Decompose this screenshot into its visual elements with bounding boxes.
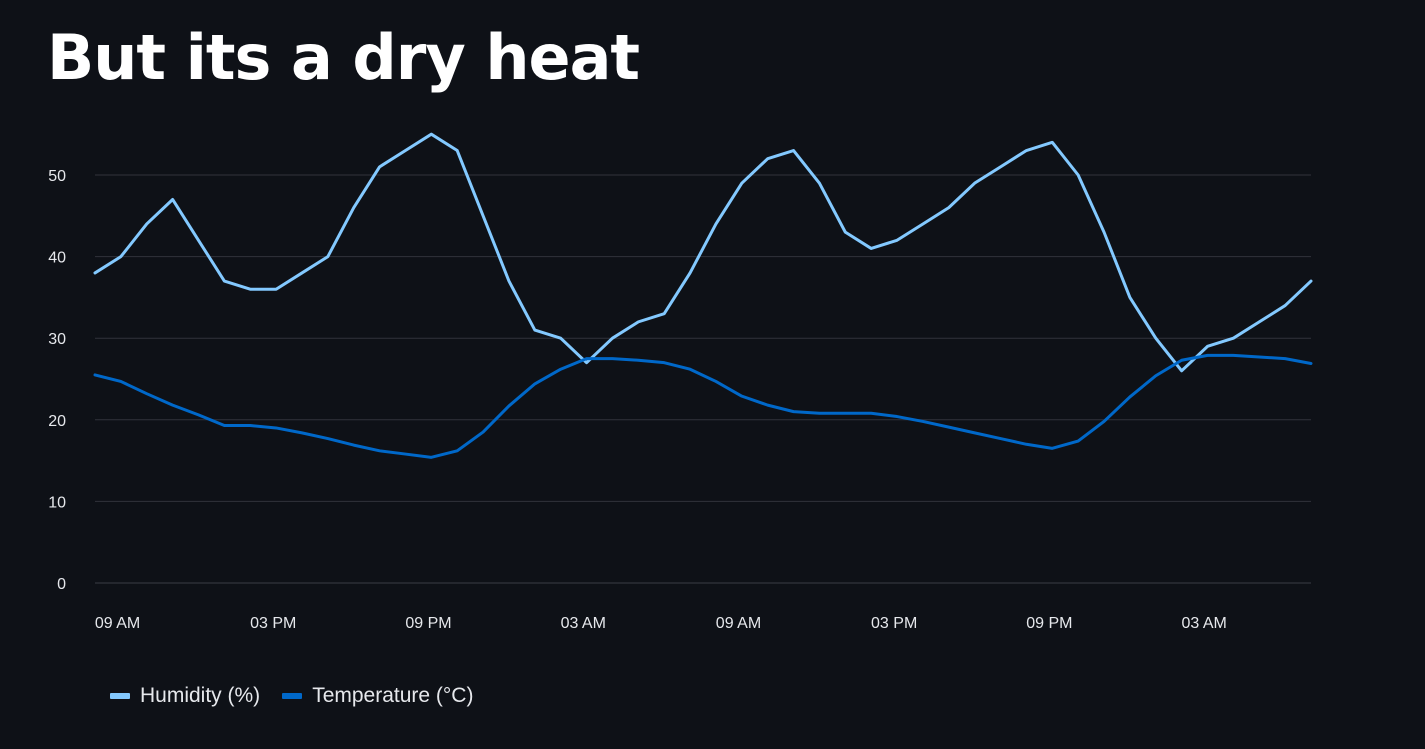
y-axis-ticks: 0 10 20 30 40 50 <box>48 168 66 593</box>
series-lines <box>93 132 1313 459</box>
x-tick-label: 03 AM <box>561 615 606 632</box>
y-tick-label: 40 <box>48 250 66 267</box>
legend: Humidity (%) Temperature (°C) <box>110 684 495 708</box>
legend-label: Temperature (°C) <box>312 684 474 707</box>
legend-swatch <box>282 693 303 699</box>
y-tick-label: 0 <box>57 576 66 593</box>
x-tick-label: 09 AM <box>716 615 761 632</box>
y-tick-label: 10 <box>48 494 66 511</box>
y-tick-label: 50 <box>48 168 66 185</box>
x-tick-label: 09 PM <box>1026 615 1072 632</box>
x-tick-label: 03 PM <box>250 615 296 632</box>
series-line-humidity[interactable] <box>93 132 1313 373</box>
y-tick-label: 20 <box>48 413 66 430</box>
series-line-temperature[interactable] <box>93 353 1313 459</box>
grid-lines <box>95 174 1311 584</box>
x-axis-ticks: 09 AM 03 PM 09 PM 03 AM 09 AM 03 PM 09 PM 03 AM <box>95 615 1227 632</box>
x-tick-label: 09 AM <box>95 615 140 632</box>
legend-label: Humidity (%) <box>140 684 261 707</box>
x-tick-label: 09 PM <box>405 615 451 632</box>
legend-swatch <box>110 693 130 699</box>
legend-item-temperature[interactable]: Temperature (°C) <box>282 684 473 708</box>
chart-title: But its a dry heat <box>47 21 640 94</box>
x-tick-label: 03 PM <box>871 615 917 632</box>
x-tick-label: 03 AM <box>1182 615 1227 632</box>
legend-item-humidity[interactable]: Humidity (%) <box>110 684 260 708</box>
y-tick-label: 30 <box>48 331 66 348</box>
